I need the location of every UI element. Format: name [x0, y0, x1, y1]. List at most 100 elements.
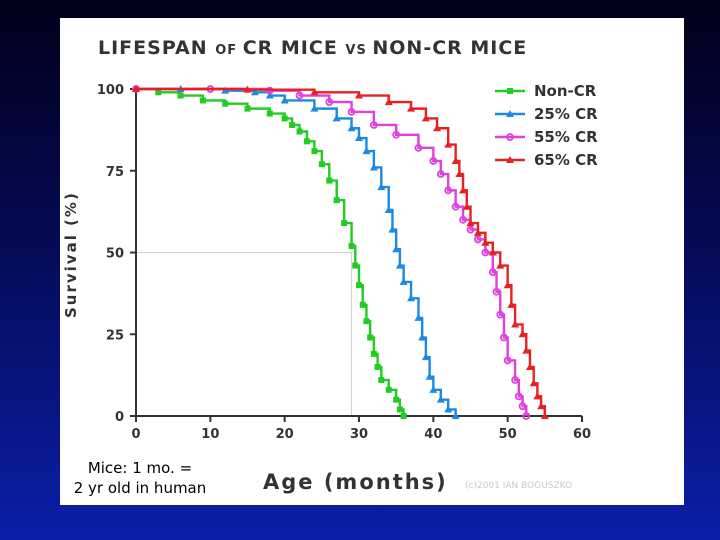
x-tick-label: 60 — [573, 427, 591, 442]
data-point — [155, 89, 162, 96]
x-axis-title: Age (months) — [263, 470, 448, 494]
data-point — [511, 320, 520, 328]
data-point — [367, 334, 374, 341]
chart-title: LIFESPAN OF CR MICE VS NON-CR MICE — [98, 37, 527, 59]
data-point — [280, 96, 289, 104]
data-point — [400, 413, 407, 419]
chart-panel: LIFESPAN OF CR MICE VS NON-CR MICE 0 10 20… — [60, 18, 684, 505]
data-point — [481, 238, 490, 246]
data-point — [250, 88, 259, 96]
y-tick-label: 0 — [115, 410, 124, 425]
data-point — [393, 396, 400, 403]
data-point — [310, 104, 319, 112]
data-point — [395, 261, 404, 269]
data-point — [429, 385, 438, 393]
data-point — [384, 98, 393, 106]
data-point — [421, 114, 430, 122]
data-point — [459, 215, 467, 224]
watermark: (c)2001 IAN BOGUSZKO — [465, 481, 572, 491]
data-point — [388, 225, 397, 233]
data-point — [333, 197, 340, 204]
data-point — [348, 242, 355, 249]
legend-marker — [507, 88, 513, 94]
data-point — [222, 100, 229, 107]
y-tick-label: 75 — [106, 165, 124, 180]
data-point — [369, 163, 378, 171]
data-point — [522, 412, 531, 420]
data-point — [444, 140, 453, 148]
legend-label: 25% CR — [534, 105, 598, 123]
data-point — [356, 282, 362, 289]
data-point — [451, 202, 460, 211]
title-part: OF — [215, 43, 242, 58]
x-tick-label: 30 — [350, 427, 368, 442]
data-point — [540, 412, 549, 419]
data-point — [370, 350, 377, 357]
data-point — [132, 85, 140, 92]
data-point — [529, 379, 538, 387]
legend-label: Non-CR — [534, 82, 597, 100]
data-point — [303, 138, 310, 145]
data-point — [265, 91, 274, 99]
title-part: CR MICE — [243, 37, 346, 59]
legend-label: 65% CR — [534, 151, 598, 169]
data-point — [385, 386, 392, 393]
data-point — [503, 356, 512, 365]
data-point — [414, 143, 423, 152]
y-tick-label: 100 — [97, 83, 124, 98]
data-point — [525, 362, 534, 370]
data-point — [488, 268, 497, 277]
data-point — [514, 392, 523, 401]
data-point — [451, 412, 460, 419]
data-point — [318, 161, 325, 168]
data-point — [296, 128, 303, 135]
data-point — [436, 170, 445, 178]
data-point — [533, 392, 542, 400]
data-point — [352, 262, 359, 269]
x-tick-label: 20 — [276, 427, 294, 442]
data-point — [363, 318, 370, 325]
data-point — [325, 98, 334, 106]
y-tick-label: 50 — [106, 247, 124, 262]
data-point — [466, 225, 475, 234]
age-note-line: 2 yr old in human — [73, 479, 207, 497]
data-point — [433, 124, 442, 132]
title-part: VS — [345, 43, 372, 58]
data-point — [503, 281, 512, 289]
data-point — [511, 376, 520, 384]
data-point — [474, 235, 482, 244]
data-point — [537, 402, 546, 410]
data-point — [396, 406, 403, 413]
data-point — [326, 177, 333, 184]
data-point — [295, 91, 304, 100]
data-point — [392, 245, 401, 253]
survival-chart: LIFESPAN OF CR MICE VS NON-CR MICE 0 10 20… — [62, 37, 598, 494]
data-point — [310, 88, 319, 96]
y-axis-title: Survival (%) — [62, 191, 80, 318]
legend-marker — [506, 133, 514, 141]
data-point — [311, 148, 318, 155]
data-point — [462, 202, 471, 210]
legend-label: 55% CR — [534, 128, 598, 146]
data-point — [362, 147, 371, 155]
data-point — [407, 104, 416, 112]
data-point — [488, 248, 497, 256]
data-point — [177, 92, 184, 99]
data-point — [347, 107, 356, 116]
data-point — [244, 105, 251, 112]
x-tick-label: 0 — [131, 427, 140, 442]
data-point — [377, 183, 386, 191]
data-point — [384, 205, 393, 213]
data-point — [289, 121, 296, 128]
data-point — [332, 114, 341, 122]
data-point — [466, 219, 475, 227]
legend-marker — [506, 110, 514, 117]
data-point — [199, 97, 206, 104]
data-point — [378, 377, 385, 384]
data-point — [492, 287, 501, 296]
data-point — [444, 405, 453, 413]
data-point — [266, 110, 273, 117]
data-point — [500, 333, 508, 342]
data-point — [496, 310, 505, 319]
data-point — [473, 228, 482, 236]
